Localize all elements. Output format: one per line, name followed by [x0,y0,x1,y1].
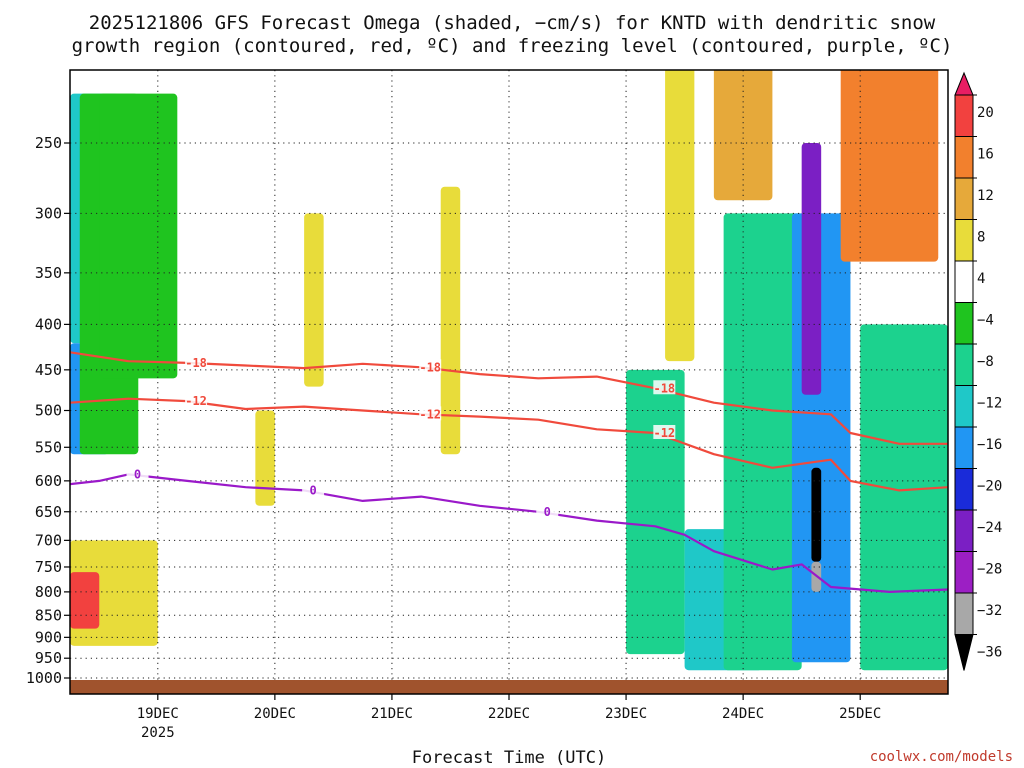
colorbar-segment [954,468,974,511]
colorbar-top-triangle [954,71,974,96]
y-tick-label: 400 [35,315,62,333]
y-tick-label: 700 [35,531,62,549]
x-tick-label: 21DEC [371,706,413,722]
colorbar-label: 8 [977,230,985,246]
contour-label-bg [419,406,442,421]
y-tick-label: 600 [35,472,62,490]
colorbar-segment [954,426,974,469]
colorbar-segment [954,136,974,179]
colorbar-label: −24 [977,520,1002,536]
omega-region [99,93,178,379]
colorbar-segment [954,302,974,345]
contour-label: 0 [310,483,317,497]
omega-region [811,467,822,562]
colorbar-label: 20 [977,105,994,121]
omega-region [440,186,461,455]
contour-label-bg [185,393,208,408]
colorbar-label: −8 [977,354,994,370]
colorbar-label: −16 [977,437,1002,453]
chart-title-line2: growth region (contoured, red, ºC) and f… [72,35,953,57]
contour-label-bg [653,424,676,439]
omega-region [723,213,802,671]
omega-region [665,70,695,362]
ground-strip [70,680,948,694]
colorbar-segment [954,551,974,594]
contour-label-bg [185,354,208,369]
colorbar-label: −32 [977,603,1002,619]
y-tick-label: 1000 [26,669,62,687]
colorbar-segment [954,509,974,552]
omega-region [860,324,948,671]
contour-label: -18 [653,381,675,395]
x-tick-label: 20DEC [254,706,296,722]
colorbar-label: 16 [977,147,994,163]
x-tick-label: 19DEC [137,706,179,722]
contour-label: -12 [185,394,207,408]
colorbar-bottom-triangle [954,634,974,671]
omega-region [70,572,100,629]
colorbar-segment [954,177,974,220]
omega-region [304,213,324,387]
contour-label: -12 [419,407,441,421]
y-tick-label: 750 [35,558,62,576]
contour-line-minus12 [70,397,948,492]
credit-text: coolwx.com/models [870,749,1013,765]
contour-label-bg [419,359,442,374]
chart-title-line1: 2025121806 GFS Forecast Omega (shaded, −… [89,12,936,34]
y-tick-label: 500 [35,402,62,420]
colorbar-segment [954,343,974,386]
contour-label: -12 [653,426,675,440]
colorbar-label: 4 [977,271,985,287]
x-tick-label: 23DEC [605,706,647,722]
y-tick-label: 300 [35,204,62,222]
contour-line-minus18 [70,351,948,445]
y-tick-label: 350 [35,264,62,282]
contour-label-bg [126,466,149,481]
contour-label: -18 [185,356,207,370]
contour-line-0 [70,473,948,594]
colorbar-label: −4 [977,313,994,329]
colorbar-label: −36 [977,645,1002,661]
colorbar-label: −28 [977,562,1002,578]
contour-label: 0 [544,505,551,519]
contour-label-bg [653,380,676,395]
omega-region [255,410,275,506]
y-tick-label: 650 [35,503,62,521]
colorbar-segment [954,219,974,262]
colorbar-segment [954,385,974,428]
colorbar-segment [954,592,974,635]
x-tick-label: 25DEC [839,706,881,722]
colorbar-label: −12 [977,396,1002,412]
x-tick-label: 22DEC [488,706,530,722]
colorbar: 20 16 12 8 4 −4 −8 −12 −16 −20 −24 −28 −32 −36 [954,71,1002,671]
y-tick-label: 450 [35,361,62,379]
y-tick-label: 850 [35,606,62,624]
y-tick-label: 950 [35,649,62,667]
y-tick-label: 550 [35,438,62,456]
colorbar-segment [954,94,974,137]
contour-label-bg [302,482,325,497]
x-tick-label: 24DEC [722,706,764,722]
x-tick-sublabel: 2025 [141,725,175,741]
contour-label-bg [536,503,559,518]
y-tick-label: 900 [35,628,62,646]
omega-region [801,143,822,395]
colorbar-label: 12 [977,188,994,204]
y-tick-label: 250 [35,134,62,152]
omega-region [899,110,929,173]
omega-region [713,70,773,201]
contour-label: 0 [134,467,141,481]
colorbar-segment [954,260,974,303]
contour-label: -18 [419,360,441,374]
omega-region [626,369,685,655]
y-tick-label: 800 [35,583,62,601]
colorbar-label: −20 [977,479,1002,495]
x-axis-title: Forecast Time (UTC) [412,748,606,768]
